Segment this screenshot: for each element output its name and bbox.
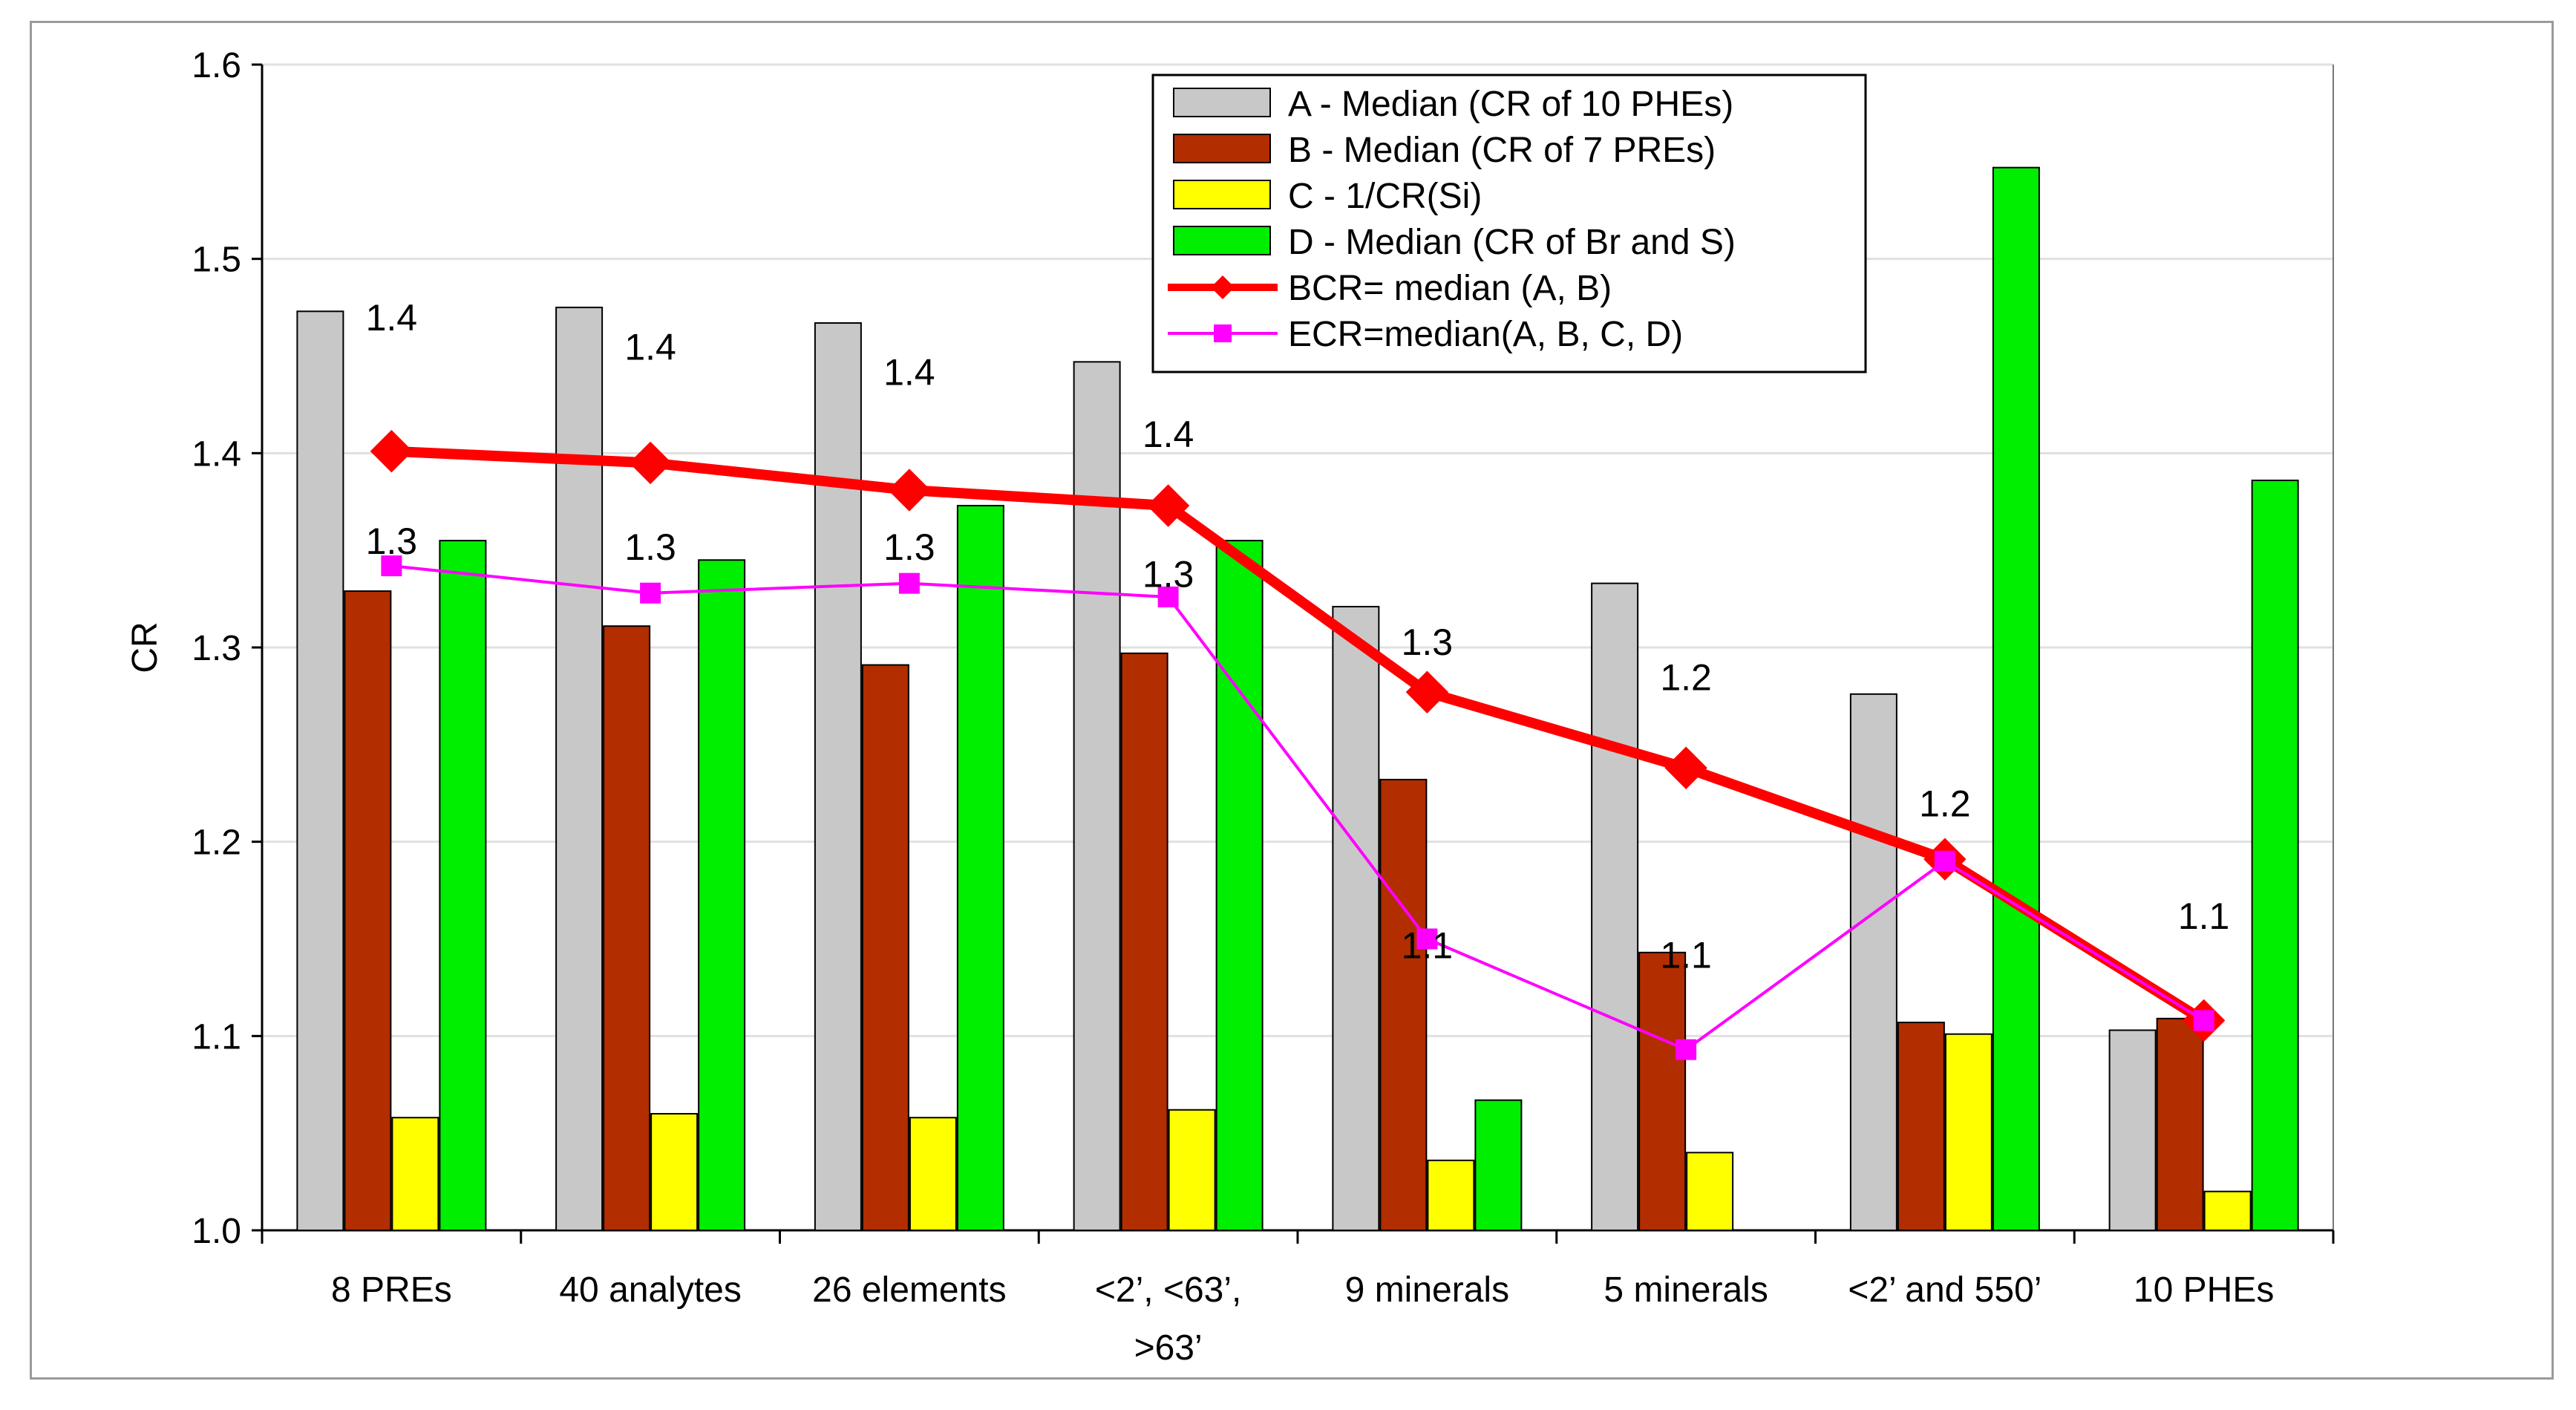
bcr-marker-1 [629, 441, 672, 485]
bar-d-7 [2251, 479, 2299, 1231]
data-annotation: 1.4 [624, 326, 676, 368]
x-tick-label: <2’ and 550’ [1848, 1270, 2041, 1310]
data-annotation: 1.4 [883, 351, 935, 393]
bar-d-2 [956, 504, 1004, 1231]
x-tick-label: 8 PREs [331, 1270, 452, 1310]
legend-swatch-2 [1173, 180, 1271, 209]
legend-swatch-3 [1173, 226, 1271, 255]
bar-a-3 [1073, 361, 1121, 1232]
bar-a-2 [814, 322, 862, 1231]
ecr-marker-6 [1934, 850, 1955, 872]
legend-swatch-1 [1173, 134, 1271, 163]
bar-d-4 [1474, 1099, 1523, 1232]
series-line-5 [391, 564, 2205, 1051]
bcr-marker-4 [1405, 670, 1449, 714]
y-tick-label: 1.0 [192, 1212, 241, 1251]
bar-b-5 [1638, 951, 1687, 1231]
bar-b-2 [861, 664, 909, 1231]
ecr-marker-5 [1676, 1039, 1697, 1060]
data-annotation: 1.3 [883, 526, 935, 568]
legend-label-1: B - Median (CR of 7 PREs) [1288, 131, 1716, 170]
bar-c-7 [2203, 1190, 2252, 1231]
ecr-marker-3 [1157, 586, 1179, 607]
bar-c-1 [650, 1113, 699, 1231]
bar-a-4 [1332, 606, 1380, 1231]
bcr-marker-3 [1146, 484, 1190, 527]
x-tick-label: 10 PHEs [2134, 1270, 2274, 1310]
data-annotation: 1.2 [1919, 783, 1971, 824]
bar-b-4 [1379, 778, 1428, 1231]
y-axis-title: CR [125, 621, 165, 673]
x-tick-label: >63’ [1134, 1328, 1203, 1368]
data-annotation: 1.1 [1660, 934, 1712, 976]
bar-c-2 [909, 1117, 957, 1231]
legend-marker-4 [1211, 275, 1235, 299]
bar-c-0 [391, 1117, 439, 1231]
data-annotation: 1.3 [366, 520, 418, 562]
y-tick-label: 1.3 [192, 629, 241, 668]
bar-a-6 [1849, 693, 1897, 1231]
bar-b-6 [1897, 1022, 1945, 1232]
x-tick-label: 9 minerals [1345, 1270, 1509, 1310]
x-tick-label: 40 analytes [559, 1270, 742, 1310]
chart: 1.0 1.1 1.2 1.3 1.4 1.5 1.6 CR 8 PREs 40 analytes… [125, 46, 2335, 1368]
bcr-marker-2 [888, 469, 931, 512]
legend-label-0: A - Median (CR of 10 PHEs) [1288, 85, 1733, 124]
data-annotation: 1.3 [1142, 554, 1194, 595]
legend-swatch-0 [1173, 88, 1271, 117]
ecr-marker-0 [381, 555, 402, 577]
bar-a-0 [296, 310, 344, 1232]
bar-d-6 [1992, 166, 2040, 1231]
bar-c-6 [1944, 1033, 1993, 1231]
legend-label-4: BCR= median (A, B) [1288, 269, 1612, 308]
bar-c-3 [1168, 1109, 1216, 1232]
data-annotation: 1.1 [1402, 924, 1454, 966]
data-annotation: 1.1 [2178, 895, 2230, 937]
bar-c-4 [1427, 1159, 1475, 1232]
bar-c-5 [1686, 1152, 1734, 1232]
bar-b-3 [1120, 652, 1168, 1231]
y-tick-label: 1.4 [192, 434, 241, 474]
ecr-marker-1 [640, 582, 661, 604]
ecr-marker-2 [898, 572, 920, 594]
bar-d-0 [439, 540, 487, 1231]
data-annotation: 1.4 [366, 297, 418, 339]
y-tick-label: 1.5 [192, 241, 241, 280]
bar-b-7 [2156, 1017, 2204, 1231]
data-annotation: 1.3 [624, 526, 676, 568]
bar-d-3 [1215, 540, 1264, 1231]
y-tick-label: 1.2 [192, 823, 241, 863]
bar-a-1 [555, 307, 604, 1231]
y-tick-label: 1.6 [192, 46, 241, 85]
legend-label-2: C - 1/CR(Si) [1288, 177, 1482, 216]
bcr-marker-0 [370, 430, 413, 473]
bar-d-1 [698, 559, 746, 1231]
legend-marker-5 [1214, 324, 1232, 342]
bar-a-7 [2108, 1029, 2157, 1231]
y-tick-label: 1.1 [192, 1017, 241, 1057]
chart-frame: 1.0 1.1 1.2 1.3 1.4 1.5 1.6 CR 8 PREs 40 analytes… [30, 21, 2554, 1380]
bar-a-5 [1591, 582, 1639, 1231]
data-annotation: 1.2 [1660, 656, 1712, 698]
series-line-4 [391, 445, 2207, 1025]
ecr-marker-7 [2193, 1010, 2214, 1031]
bcr-marker-5 [1664, 746, 1707, 789]
legend-label-3: D - Median (CR of Br and S) [1288, 223, 1736, 262]
data-annotation: 1.4 [1142, 414, 1194, 455]
legend-box [1151, 74, 1867, 373]
x-tick-label: 26 elements [812, 1270, 1007, 1310]
bar-b-0 [344, 590, 392, 1231]
x-tick-label: 5 minerals [1604, 1270, 1768, 1310]
x-tick-label: <2’, <63’, [1095, 1270, 1241, 1310]
legend-label-5: ECR=median(A, B, C, D) [1288, 315, 1683, 354]
ecr-marker-4 [1416, 928, 1438, 950]
bar-b-1 [603, 625, 651, 1231]
data-annotation: 1.3 [1402, 621, 1454, 663]
